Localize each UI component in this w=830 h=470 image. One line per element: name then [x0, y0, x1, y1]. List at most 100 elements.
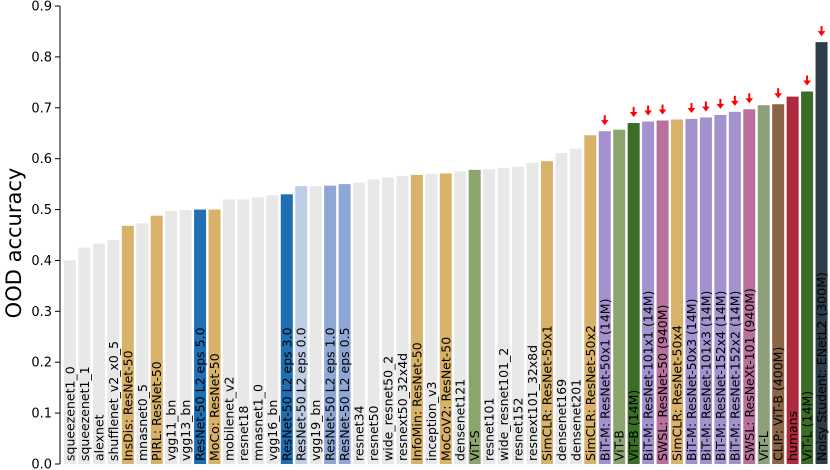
- arrow-head: [731, 100, 739, 106]
- bar-label: vgg13_bn: [178, 400, 193, 461]
- bar: [136, 223, 149, 464]
- bar: [757, 105, 770, 464]
- bar-label: alexnet: [91, 414, 106, 461]
- bar-label: ResNet-50 L2 eps 0.5: [337, 327, 352, 461]
- bar: [367, 179, 380, 464]
- arrow-down-icon: [803, 75, 811, 86]
- bar: [295, 186, 308, 464]
- bar-label: resnet101: [482, 398, 497, 461]
- bar-label: Noisy Student: ENetL2 (300M): [814, 272, 829, 461]
- bar: [251, 197, 264, 464]
- bar-label: SWSL: ResNet-50 (940M): [655, 305, 670, 461]
- bar-label: BiT-M: ResNet-50x3 (14M): [684, 299, 699, 461]
- bar: [656, 120, 669, 464]
- bar-label: InfoMin: ResNet-50: [409, 342, 424, 461]
- arrow-down-icon: [644, 105, 652, 116]
- arrow-head: [629, 112, 638, 118]
- bar-label: ViT-B (14M): [626, 390, 641, 461]
- y-tick-label: 0.4: [31, 254, 52, 269]
- bar-label: vgg11_bn: [164, 400, 179, 461]
- bar: [555, 153, 568, 464]
- arrow-down-icon: [817, 26, 826, 37]
- bar: [671, 119, 684, 464]
- bar-label: ResNet-50 L2 eps 3.0: [279, 327, 294, 461]
- bar-label: resnet34: [352, 405, 367, 461]
- bar: [338, 184, 351, 465]
- arrow-head: [644, 110, 652, 116]
- bar-label: resnet50: [366, 405, 381, 461]
- bar: [165, 211, 178, 464]
- bar-label: resnext101_32x8d: [525, 345, 540, 461]
- bars: [64, 42, 828, 465]
- bar-label: mobilenet_v2: [221, 376, 236, 461]
- bar-label: densenet121: [453, 379, 468, 461]
- bar-label: squeezenet1_0: [63, 366, 78, 461]
- arrow-head: [774, 93, 782, 99]
- bar-label: SimCLR: ResNet-50x4: [670, 325, 685, 461]
- bar-label: squeezenet1_1: [77, 366, 92, 461]
- bar-label: SimCLR: ResNet-50x2: [583, 325, 598, 461]
- bar-label: wide_resnet50_2: [380, 356, 395, 461]
- arrow-down-icon: [716, 98, 725, 109]
- bar: [714, 114, 727, 465]
- bar-label: ViT-S: [467, 430, 482, 461]
- bar-label: ResNet-50 L2 eps 1.0: [323, 327, 338, 461]
- bar: [743, 109, 756, 465]
- bar-label: MoCoV2: ResNet-50: [438, 337, 453, 461]
- bar: [150, 215, 163, 464]
- bar-label: BiT-M: ResNet-101x3 (14M): [698, 291, 713, 461]
- bar-label: vgg19_bn: [308, 400, 323, 461]
- y-tick-label: 0.3: [31, 305, 52, 320]
- y-axis-title: OOD accuracy: [2, 168, 26, 319]
- bar: [728, 111, 741, 464]
- bar: [439, 173, 452, 465]
- bar-label: humans: [785, 411, 800, 461]
- arrow-head: [745, 98, 754, 104]
- bar-label: resnext50_32x4d: [395, 353, 410, 461]
- bar: [280, 194, 293, 465]
- bar-label: resnet18: [236, 405, 251, 461]
- bar-label: vgg16_bn: [265, 400, 280, 461]
- y-tick-label: 0.9: [31, 0, 52, 15]
- bar: [78, 247, 91, 464]
- bar-label: SWSL: ResNeXt-101 (940M): [742, 288, 757, 461]
- bar-label: densenet169: [554, 379, 569, 461]
- bar-label: densenet201: [568, 379, 583, 461]
- bar-label: BiT-M: ResNet-152x2 (14M): [727, 291, 742, 461]
- arrow-head: [600, 120, 609, 126]
- bar: [454, 171, 467, 464]
- bar-label: CLIP: ViT-B (400M): [771, 347, 786, 461]
- bar: [642, 121, 655, 465]
- bar-label: shufflenet_v2_x0_5: [106, 341, 121, 461]
- bar: [627, 123, 640, 464]
- arrow-head: [803, 80, 811, 86]
- y-tick-label: 0.5: [31, 203, 52, 218]
- arrow-head: [702, 106, 710, 112]
- bar-label: SimCLR: ResNet-50x1: [539, 325, 554, 461]
- bar: [266, 195, 279, 464]
- arrow-down-icon: [731, 95, 739, 106]
- y-tick-label: 0.0: [31, 458, 52, 470]
- bar: [801, 91, 814, 465]
- bar-label: ResNet-50 L2 eps 0.0: [294, 327, 309, 461]
- arrow-down-icon: [774, 88, 782, 99]
- bar-label: inception_v3: [424, 382, 439, 461]
- bar: [512, 166, 525, 464]
- bar: [483, 169, 496, 464]
- bar-labels: squeezenet1_0 squeezenet1_1 alexnet shuffle…: [63, 272, 830, 461]
- bar: [381, 177, 394, 464]
- bar: [64, 260, 76, 464]
- bar: [584, 135, 597, 464]
- bar-label: ViT-B: [612, 430, 627, 461]
- bar-label: wide_resnet101_2: [496, 348, 511, 461]
- bar: [468, 169, 481, 465]
- y-tick-label: 0.1: [31, 407, 52, 422]
- bar: [598, 131, 611, 464]
- bar: [194, 209, 207, 464]
- bar: [179, 210, 192, 464]
- y-tick-label: 0.2: [31, 356, 52, 371]
- bar: [410, 174, 423, 464]
- bar: [569, 148, 582, 465]
- y-tick-label: 0.6: [31, 152, 52, 167]
